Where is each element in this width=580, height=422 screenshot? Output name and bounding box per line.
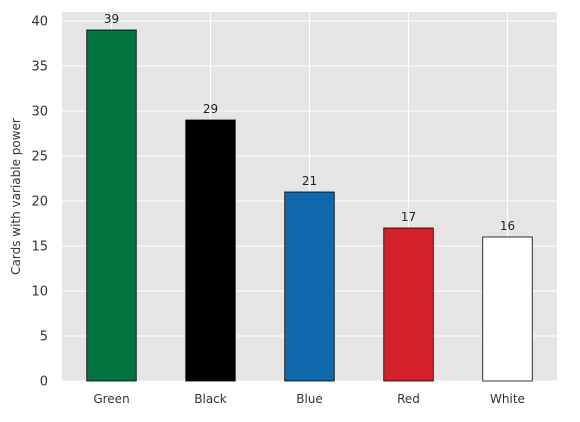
bar-value-label: 29 <box>203 102 218 116</box>
bar-value-label: 16 <box>500 219 515 233</box>
y-tick-label: 20 <box>31 195 48 210</box>
y-tick-label: 10 <box>31 285 48 300</box>
bar-value-label: 21 <box>302 174 317 188</box>
y-axis-title: Cards with variable power <box>9 118 23 275</box>
y-tick-label: 40 <box>31 15 48 30</box>
x-axis-ticks: Green Black Blue Red White <box>93 392 525 406</box>
bar-value-labels: 39 29 21 17 16 <box>104 12 515 233</box>
x-tick-label: White <box>490 392 525 406</box>
bars <box>86 29 533 382</box>
y-tick-label: 25 <box>31 150 48 165</box>
x-tick-label: Green <box>93 392 129 406</box>
bar-value-label: 17 <box>401 210 416 224</box>
x-tick-label: Black <box>194 392 227 406</box>
y-tick-label: 30 <box>31 105 48 120</box>
bar-red <box>383 227 434 382</box>
x-tick-label: Red <box>397 392 420 406</box>
y-tick-label: 15 <box>31 240 48 255</box>
bar-value-label: 39 <box>104 12 119 26</box>
y-axis-ticks: 0 5 10 15 20 25 30 35 40 <box>31 15 48 390</box>
y-tick-label: 35 <box>31 60 48 75</box>
y-tick-label: 0 <box>40 375 48 390</box>
bar-green <box>86 29 137 382</box>
x-tick-label: Blue <box>296 392 323 406</box>
bar-white <box>482 236 533 382</box>
bar-blue <box>284 191 335 382</box>
y-tick-label: 5 <box>40 330 48 345</box>
bar-black <box>185 119 236 382</box>
